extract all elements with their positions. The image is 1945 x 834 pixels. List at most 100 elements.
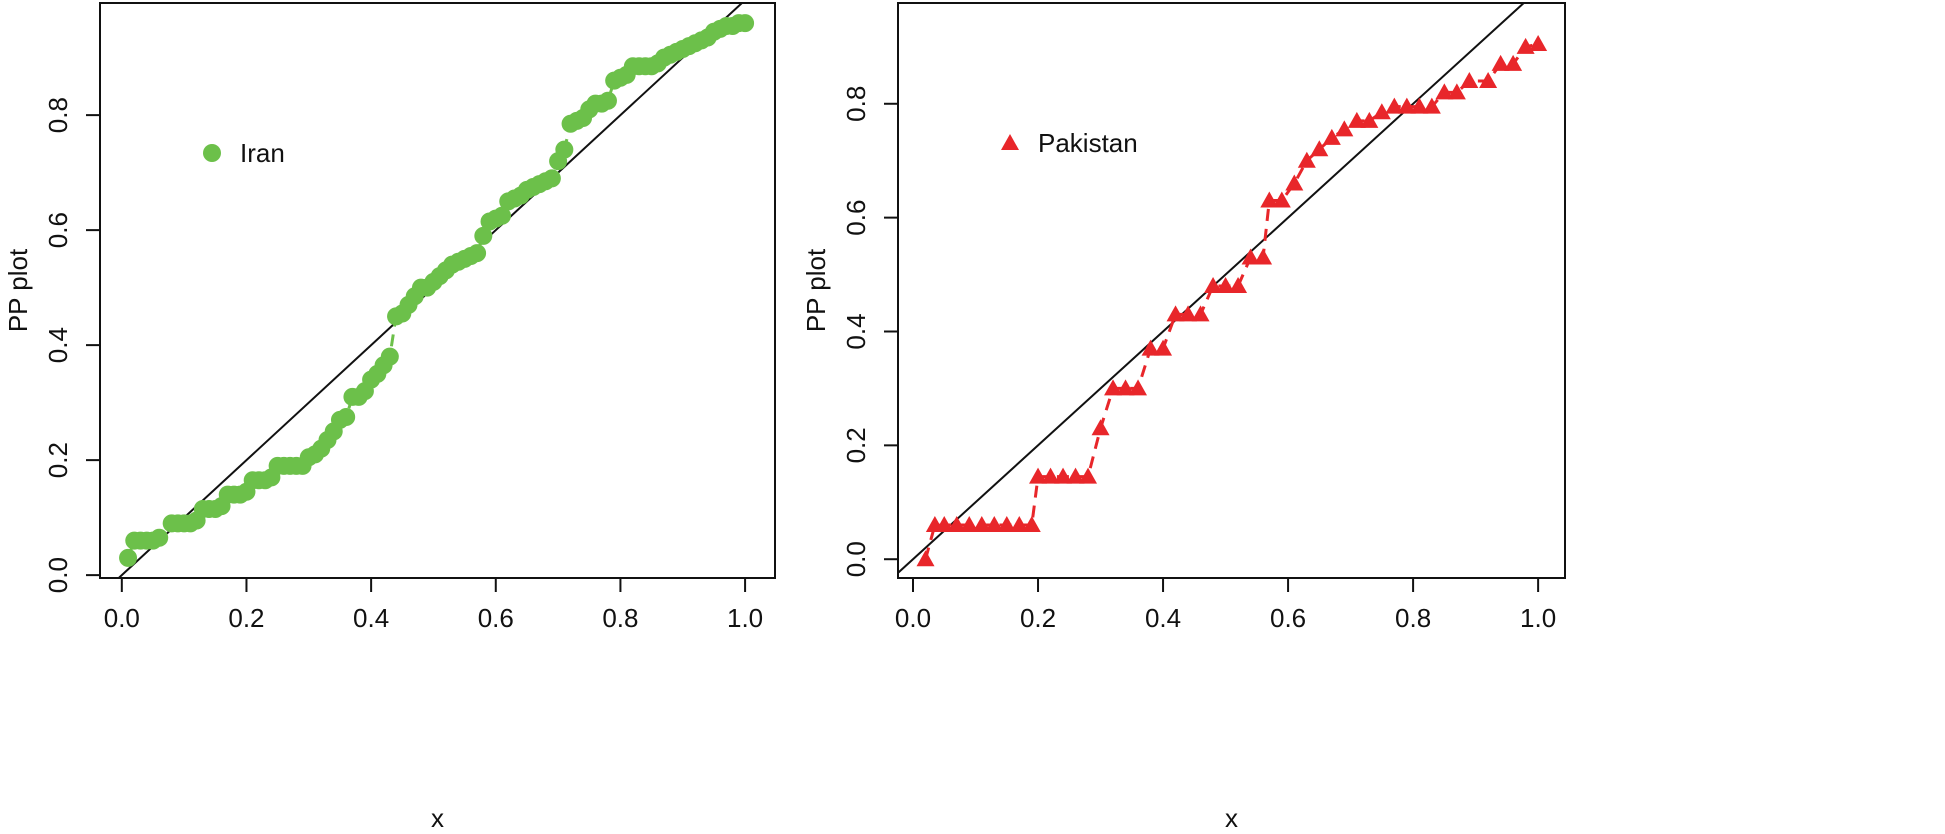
x-tick-label: 1.0 (1520, 603, 1556, 633)
legend-label: Iran (240, 138, 285, 168)
y-tick-label: 0.8 (43, 97, 73, 133)
point (1104, 379, 1123, 396)
x-tick-label: 0.6 (1270, 603, 1306, 633)
point (1129, 379, 1148, 396)
point (736, 14, 755, 33)
point (119, 548, 138, 567)
point (1241, 248, 1260, 265)
point (1091, 419, 1110, 436)
point (1360, 111, 1379, 128)
x-tick-label: 0.8 (602, 603, 638, 633)
point (1191, 305, 1210, 322)
diagonal-line (898, 3, 1526, 575)
y-tick-label: 0.6 (841, 200, 871, 236)
series-line (924, 42, 1539, 560)
point (1335, 120, 1354, 137)
point (150, 528, 169, 547)
point (1229, 276, 1248, 293)
point (1491, 54, 1510, 71)
point (1504, 54, 1523, 71)
x-tick-label: 0.0 (895, 603, 931, 633)
y-tick-label: 0.2 (43, 442, 73, 478)
x-tick-label: 1.0 (727, 603, 763, 633)
y-tick-label: 0.8 (841, 86, 871, 122)
point (1272, 191, 1291, 208)
plot-area (898, 3, 1548, 575)
y-tick-label: 0.6 (43, 212, 73, 248)
point (1254, 248, 1273, 265)
panel: 0.0 0.2 0.4 0.6 0.8 1.0 0.0 0.2 0.4 0.6 0.8 x PP plo… (3, 2, 776, 833)
point (1022, 516, 1041, 533)
point (997, 516, 1016, 533)
x-tick-label: 0.6 (478, 603, 514, 633)
y-tick-label: 0.4 (43, 327, 73, 363)
point (468, 244, 487, 263)
point (1479, 71, 1498, 88)
x-tick-label: 0.4 (353, 603, 389, 633)
point (1216, 276, 1235, 293)
plot-frame (897, 2, 1566, 579)
y-axis-label: PP plot (3, 248, 33, 332)
point (1322, 128, 1341, 145)
point (1372, 103, 1391, 120)
point (960, 516, 979, 533)
y-tick-label: 0.2 (841, 427, 871, 463)
x-tick-label: 0.2 (228, 603, 264, 633)
point (1154, 339, 1173, 356)
point (1447, 83, 1466, 100)
point (1204, 276, 1223, 293)
y-axis-label: PP plot (801, 248, 831, 332)
point (474, 226, 493, 245)
point (985, 516, 1004, 533)
legend-marker (203, 144, 221, 162)
point (1435, 83, 1454, 100)
point (380, 347, 399, 366)
point (935, 516, 954, 533)
point (1397, 97, 1416, 114)
point (1297, 151, 1316, 168)
point (1029, 467, 1048, 484)
point (1410, 97, 1429, 114)
point (1285, 174, 1304, 191)
series-line (126, 21, 746, 559)
x-tick-label: 0.0 (104, 603, 140, 633)
point (598, 91, 617, 110)
point (1347, 111, 1366, 128)
point (1166, 305, 1185, 322)
point (1010, 516, 1029, 533)
point (1054, 467, 1073, 484)
point (1041, 467, 1060, 484)
x-axis-label: x (431, 803, 444, 833)
point (555, 140, 574, 159)
point (916, 550, 935, 567)
x-tick-label: 0.2 (1020, 603, 1056, 633)
point (1079, 467, 1098, 484)
point (1460, 71, 1479, 88)
point (337, 408, 356, 426)
point (1141, 339, 1160, 356)
point (1529, 34, 1548, 51)
legend-marker (1001, 134, 1019, 150)
plot-frame (99, 2, 776, 579)
point (1310, 140, 1329, 157)
legend-label: Pakistan (1038, 128, 1138, 158)
panel: 0.0 0.2 0.4 0.6 0.8 1.0 0.0 0.2 0.4 0.6 0.8 x PP plo… (801, 2, 1566, 833)
x-tick-label: 0.8 (1395, 603, 1431, 633)
point (1066, 467, 1085, 484)
point (493, 206, 512, 225)
point (1260, 191, 1279, 208)
point (1179, 305, 1198, 322)
y-tick-label: 0.4 (841, 313, 871, 349)
x-tick-label: 0.4 (1145, 603, 1181, 633)
point (1116, 379, 1135, 396)
point (542, 169, 561, 188)
x-axis-label: x (1225, 803, 1238, 833)
y-tick-label: 0.0 (43, 557, 73, 593)
point (1385, 97, 1404, 114)
point (947, 516, 966, 533)
point (1422, 97, 1441, 114)
y-tick-label: 0.0 (841, 541, 871, 577)
plot-area (117, 3, 755, 578)
point (972, 516, 991, 533)
